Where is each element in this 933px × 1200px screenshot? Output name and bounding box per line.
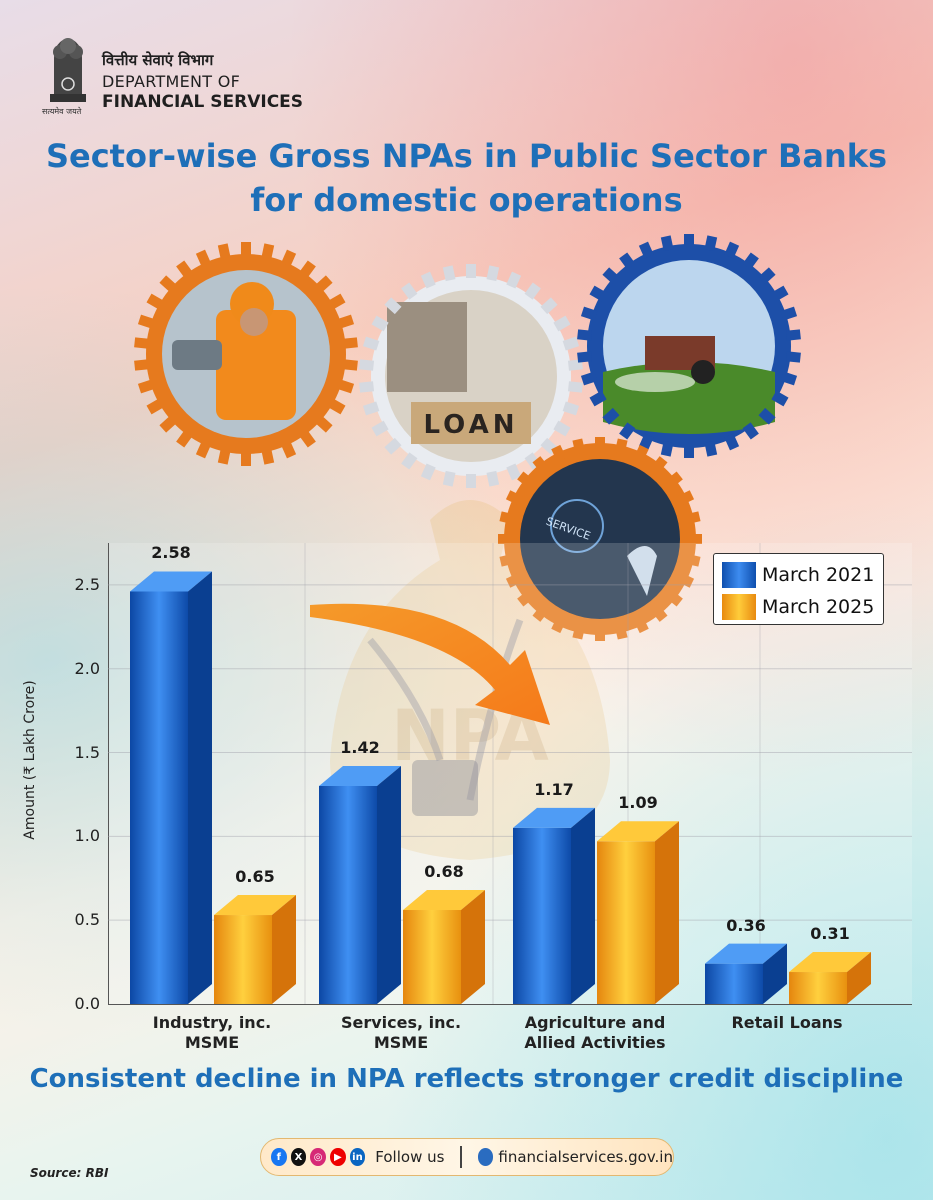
y-tick-label: 0.0 — [74, 994, 100, 1013]
gear-photo-industry — [146, 254, 346, 454]
bar-side-face — [571, 807, 595, 1004]
x-icon[interactable]: X — [290, 1148, 307, 1166]
legend-swatch-blue — [722, 562, 756, 588]
bar-side-face — [461, 890, 485, 1004]
follow-us-label: Follow us — [375, 1148, 445, 1166]
bar-top-face — [403, 890, 485, 911]
bar-top-face — [513, 807, 595, 828]
bar — [597, 841, 655, 1004]
page-title-line2: for domestic operations — [250, 181, 683, 219]
facebook-icon[interactable]: f — [271, 1148, 287, 1166]
bar — [319, 785, 377, 1004]
decline-arrow-icon — [310, 603, 550, 725]
bar-side-face — [377, 765, 401, 1004]
globe-icon — [477, 1148, 494, 1166]
legend-item-march-2025: March 2025 — [722, 594, 874, 620]
department-name-line1: DEPARTMENT OF — [102, 72, 241, 91]
chart-legend: March 2021 March 2025 — [713, 553, 884, 625]
bar — [214, 915, 272, 1004]
bar-side-face — [272, 895, 296, 1004]
x-tick-label: Industry, inc. MSME — [152, 1013, 272, 1052]
department-name-line2: FINANCIAL SERVICES — [102, 92, 304, 112]
x-tick-label: Retail Loans — [731, 1013, 843, 1032]
bar-top-face — [319, 765, 401, 786]
bar — [403, 910, 461, 1004]
tagline: Consistent decline in NPA reflects stron… — [29, 1064, 904, 1094]
footer-social-bar: f X ◎ ▶ in Follow us financialservices.g… — [260, 1138, 674, 1176]
bar-side-face — [847, 952, 871, 1004]
department-name-hindi: वित्तीय सेवाएं विभाग — [102, 51, 214, 69]
data-label: 2.58 — [151, 543, 191, 563]
legend-item-march-2021: March 2021 — [722, 562, 874, 588]
department-header: सत्यमेव जयते वित्तीय सेवाएं विभाग DEPART… — [40, 28, 304, 120]
source-note: Source: RBI — [30, 1166, 109, 1180]
footer-divider — [460, 1146, 462, 1168]
data-label: 1.17 — [534, 779, 574, 799]
data-label: 0.36 — [726, 915, 766, 935]
bar — [130, 591, 188, 1004]
data-label: 1.09 — [618, 793, 658, 813]
loan-block-text: LOAN — [424, 410, 519, 440]
legend-swatch-orange — [722, 594, 756, 620]
x-tick-label: Agriculture and Allied Activities — [524, 1013, 666, 1052]
x-tick-label: Services, inc. MSME — [340, 1013, 462, 1052]
page-title-line1: Sector-wise Gross NPAs in Public Sector … — [45, 137, 888, 175]
instagram-icon[interactable]: ◎ — [310, 1148, 326, 1166]
bar-side-face — [655, 821, 679, 1004]
bar — [705, 963, 763, 1004]
gear-photo-services: SERVICE — [504, 443, 696, 635]
bar — [789, 972, 847, 1004]
y-tick-label: 2.5 — [74, 574, 100, 594]
linkedin-icon[interactable]: in — [349, 1148, 366, 1166]
emblem-motto: सत्यमेव जयते — [42, 107, 82, 116]
bar-side-face — [763, 943, 787, 1004]
y-tick-label: 1.0 — [74, 826, 100, 846]
bar-top-face — [130, 571, 212, 592]
data-label: 0.31 — [810, 924, 850, 944]
bar-side-face — [188, 571, 212, 1004]
data-label: 0.65 — [235, 867, 275, 887]
bar-top-face — [214, 895, 296, 916]
website-link[interactable]: financialservices.gov.in — [498, 1148, 673, 1166]
y-tick-label: 0.5 — [74, 910, 100, 930]
legend-label-march-2025: March 2025 — [762, 596, 875, 618]
gear-photo-agriculture — [587, 244, 791, 448]
gear-photo-loan: LOAN — [371, 276, 571, 476]
youtube-icon[interactable]: ▶ — [329, 1148, 346, 1166]
data-label: 1.42 — [340, 737, 380, 757]
bar — [513, 827, 571, 1004]
y-tick-label: 2.0 — [74, 658, 100, 678]
bar-top-face — [705, 943, 787, 964]
bar-top-face — [789, 952, 871, 973]
bar-top-face — [597, 821, 679, 842]
national-emblem-icon — [50, 38, 86, 102]
legend-label-march-2021: March 2021 — [762, 564, 875, 586]
y-tick-label: 1.5 — [74, 742, 100, 762]
data-label: 0.68 — [424, 862, 464, 881]
